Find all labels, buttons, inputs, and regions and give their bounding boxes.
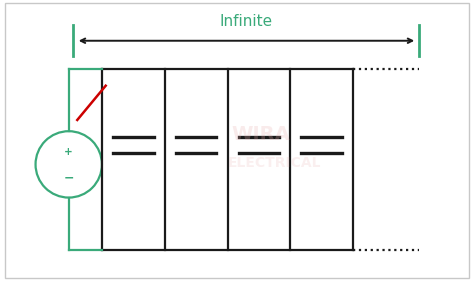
Text: +: + bbox=[64, 147, 73, 157]
Text: Infinite: Infinite bbox=[220, 13, 273, 29]
Text: WIRA: WIRA bbox=[231, 125, 290, 144]
Text: ELECTRICAL: ELECTRICAL bbox=[228, 156, 322, 170]
Text: −: − bbox=[64, 172, 74, 185]
